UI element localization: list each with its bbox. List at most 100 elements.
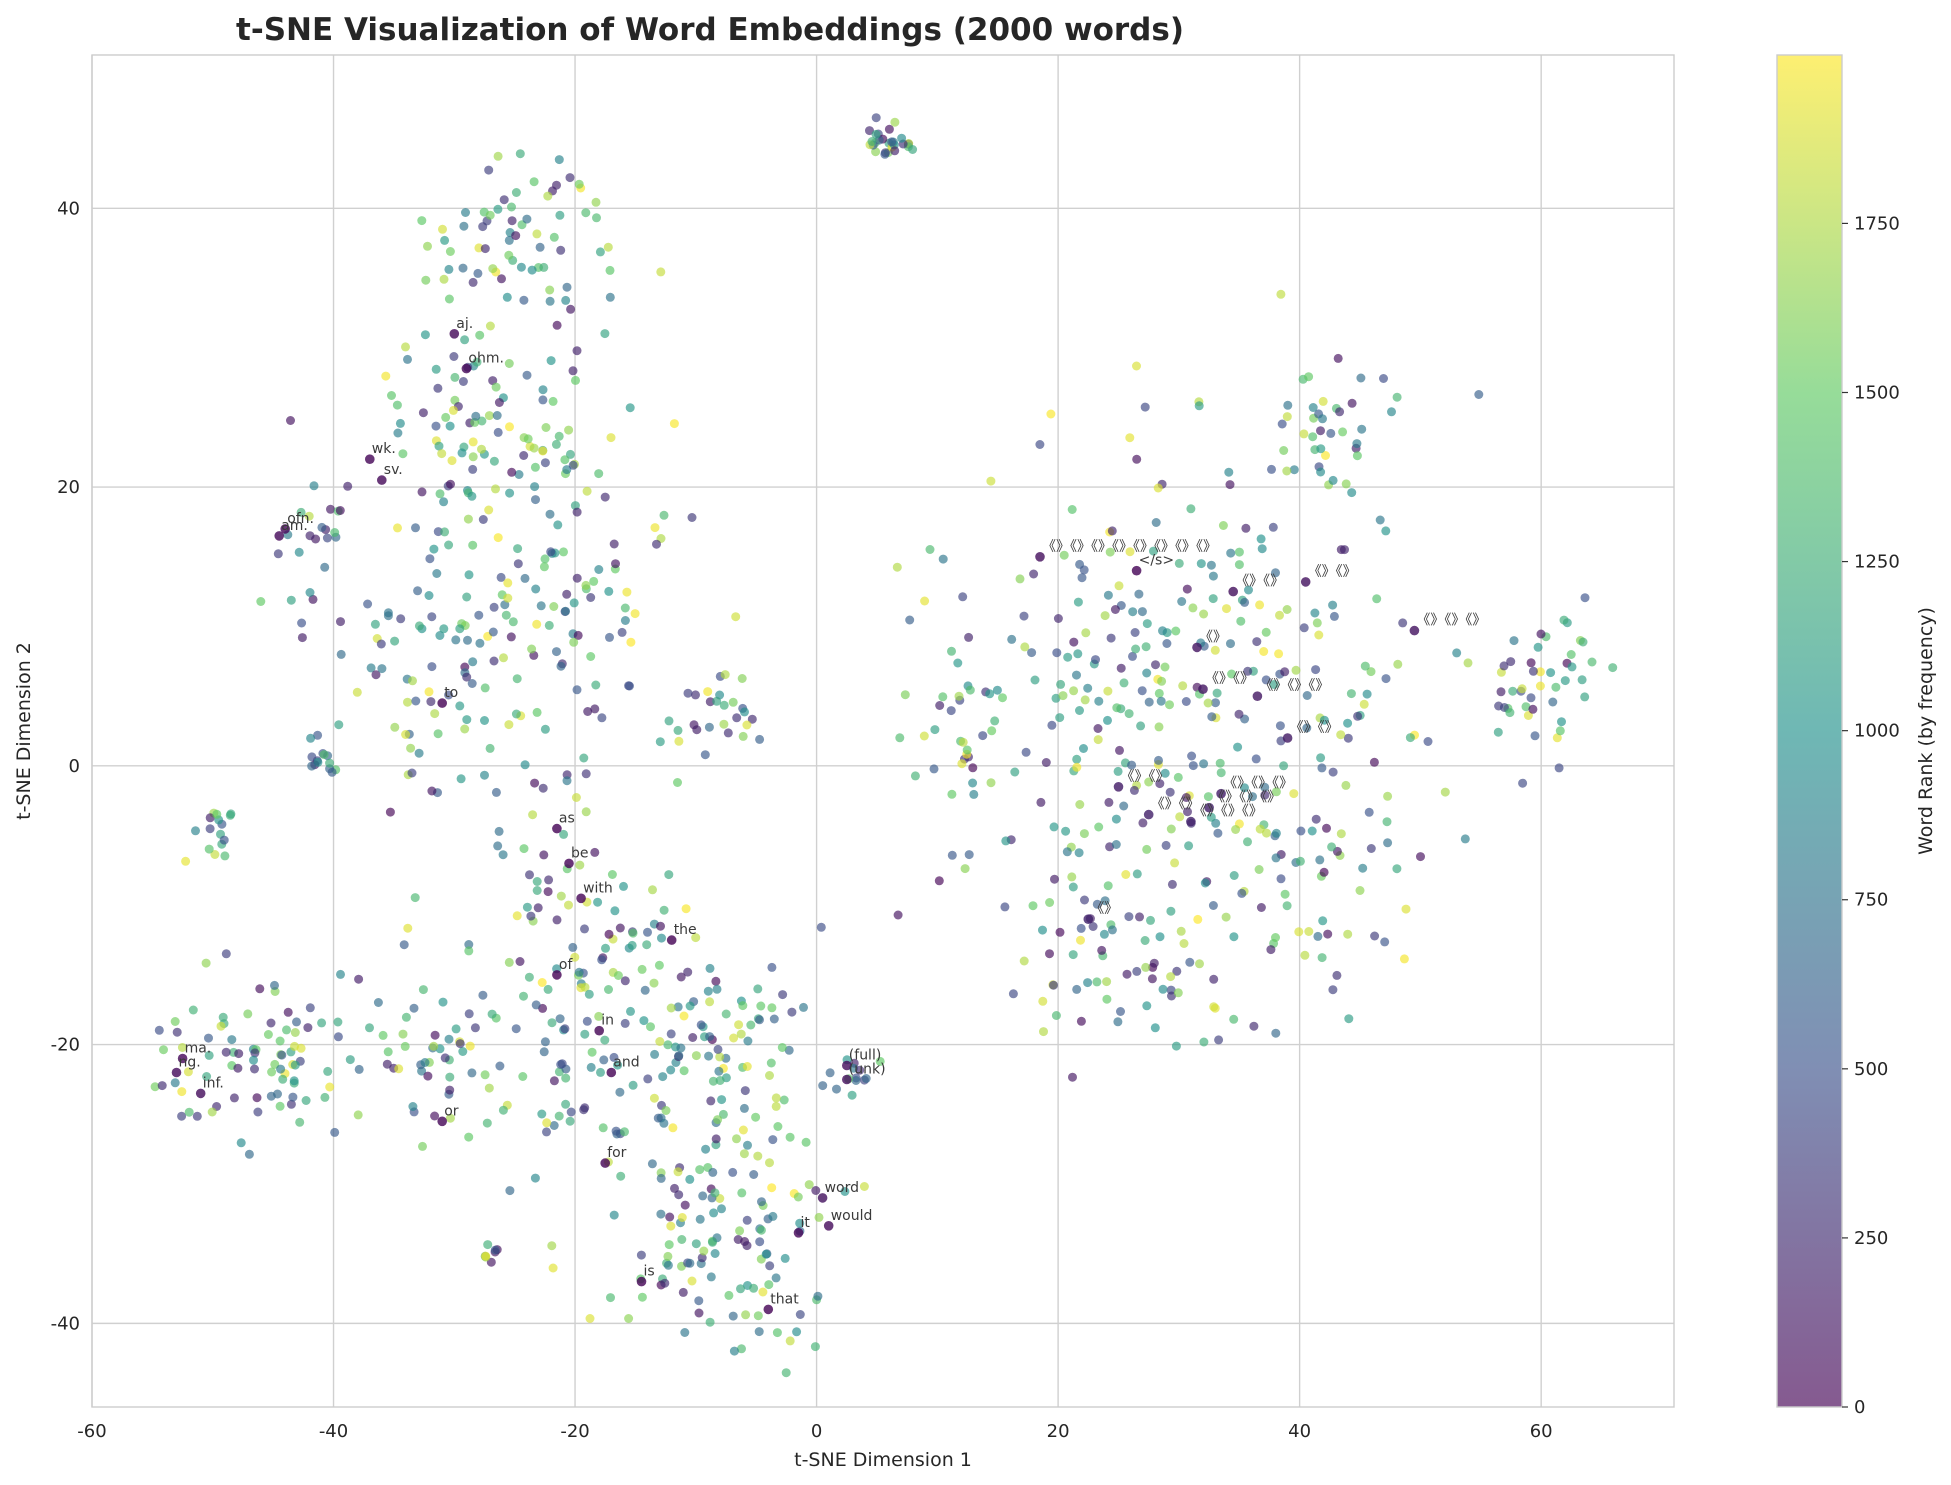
scatter-point: [694, 1296, 704, 1306]
scatter-point: [1243, 837, 1252, 847]
scatter-point: [484, 411, 494, 421]
scatter-point: [484, 165, 494, 175]
scatter-point: [390, 636, 400, 646]
scatter-point: [1341, 479, 1351, 489]
scatter-point: [656, 1173, 666, 1183]
scatter-point: [411, 523, 420, 533]
scatter-point: [755, 734, 765, 744]
scatter-point: [697, 1253, 707, 1263]
scatter-point: [485, 743, 495, 753]
scatter-point: [1166, 906, 1176, 916]
scatter-point: [1566, 650, 1576, 659]
annotated-point: [449, 329, 460, 339]
scatter-point: [507, 467, 517, 477]
scatter-point: [1124, 912, 1134, 922]
word-label: 《》《》《》: [1223, 776, 1293, 792]
scatter-point: [1094, 822, 1104, 832]
scatter-point: [516, 262, 526, 272]
scatter-point: [1530, 731, 1540, 741]
scatter-point: [743, 1036, 753, 1046]
scatter-point: [946, 706, 956, 716]
scatter-point: [1343, 718, 1353, 728]
scatter-point: [617, 627, 627, 637]
scatter-point: [847, 1090, 857, 1100]
scatter-point: [1075, 800, 1085, 809]
scatter-point: [532, 707, 542, 717]
scatter-point: [1335, 407, 1345, 417]
scatter-point: [1110, 605, 1120, 614]
scatter-point: [687, 1276, 697, 1286]
scatter-point: [771, 1101, 781, 1111]
scatter-point: [556, 661, 566, 671]
scatter-point: [253, 1107, 263, 1117]
annotated-point: [552, 970, 562, 980]
scatter-point: [929, 764, 939, 774]
scatter-point: [150, 1082, 160, 1092]
scatter-point: [1249, 1021, 1259, 1031]
scatter-point: [679, 1066, 689, 1076]
scatter-point: [753, 1311, 763, 1321]
scatter-point: [1260, 790, 1270, 800]
scatter-point: [1399, 954, 1409, 964]
scatter-point: [1528, 704, 1538, 714]
scatter-point: [539, 850, 549, 860]
scatter-point: [579, 753, 589, 763]
scatter-point: [333, 1017, 343, 1027]
scatter-point: [1130, 628, 1140, 637]
scatter-point: [655, 737, 665, 747]
annotated-point: [1282, 733, 1293, 743]
scatter-point: [679, 1011, 689, 1021]
scatter-point: [890, 146, 900, 156]
scatter-point: [305, 1003, 315, 1013]
scatter-point: [467, 1068, 477, 1078]
scatter-point: [875, 1056, 885, 1066]
scatter-point: [1172, 966, 1182, 976]
word-label: am.: [281, 518, 308, 534]
scatter-point: [1353, 711, 1363, 721]
scatter-point: [1229, 871, 1239, 880]
scatter-point: [628, 1080, 638, 1090]
scatter-point: [439, 624, 449, 634]
scatter-point: [1369, 757, 1379, 767]
scatter-point: [1083, 683, 1093, 693]
scatter-point: [503, 593, 513, 603]
scatter-point: [1035, 440, 1045, 449]
scatter-point: [714, 1066, 724, 1076]
scatter-point: [256, 597, 266, 606]
scatter-point: [582, 486, 592, 496]
annotated-point: [842, 1074, 852, 1085]
scatter-point: [1196, 559, 1206, 569]
scatter-point: [1154, 722, 1164, 732]
annotated-point: [576, 893, 586, 904]
scatter-point: [227, 1035, 237, 1045]
scatter-point: [1474, 390, 1484, 399]
scatter-point: [742, 1062, 752, 1071]
scatter-point: [640, 985, 650, 995]
scatter-point: [475, 638, 485, 648]
scatter-point: [468, 437, 478, 447]
scatter-point: [336, 969, 345, 979]
scatter-point: [735, 1226, 745, 1236]
scatter-point: [308, 594, 318, 604]
word-label: ma.: [185, 1041, 212, 1057]
annotated-point: [817, 1193, 828, 1203]
scatter-point: [1347, 488, 1357, 498]
scatter-point: [461, 208, 470, 217]
scatter-point: [296, 507, 306, 517]
scatter-point: [1251, 754, 1261, 764]
scatter-point: [1226, 639, 1235, 649]
scatter-point: [755, 1237, 765, 1247]
scatter-point: [699, 1246, 709, 1256]
scatter-point: [582, 1016, 592, 1026]
scatter-point: [455, 1039, 465, 1049]
annotated-point: [600, 1158, 610, 1168]
scatter-point: [539, 262, 549, 272]
scatter-point: [777, 1043, 787, 1052]
scatter-point: [603, 242, 613, 252]
scatter-point: [673, 1002, 683, 1012]
scatter-point: [1102, 994, 1112, 1004]
scatter-point: [630, 609, 640, 619]
scatter-point: [505, 1186, 515, 1196]
scatter-point: [250, 1064, 259, 1074]
scatter-point: [646, 1022, 655, 1032]
